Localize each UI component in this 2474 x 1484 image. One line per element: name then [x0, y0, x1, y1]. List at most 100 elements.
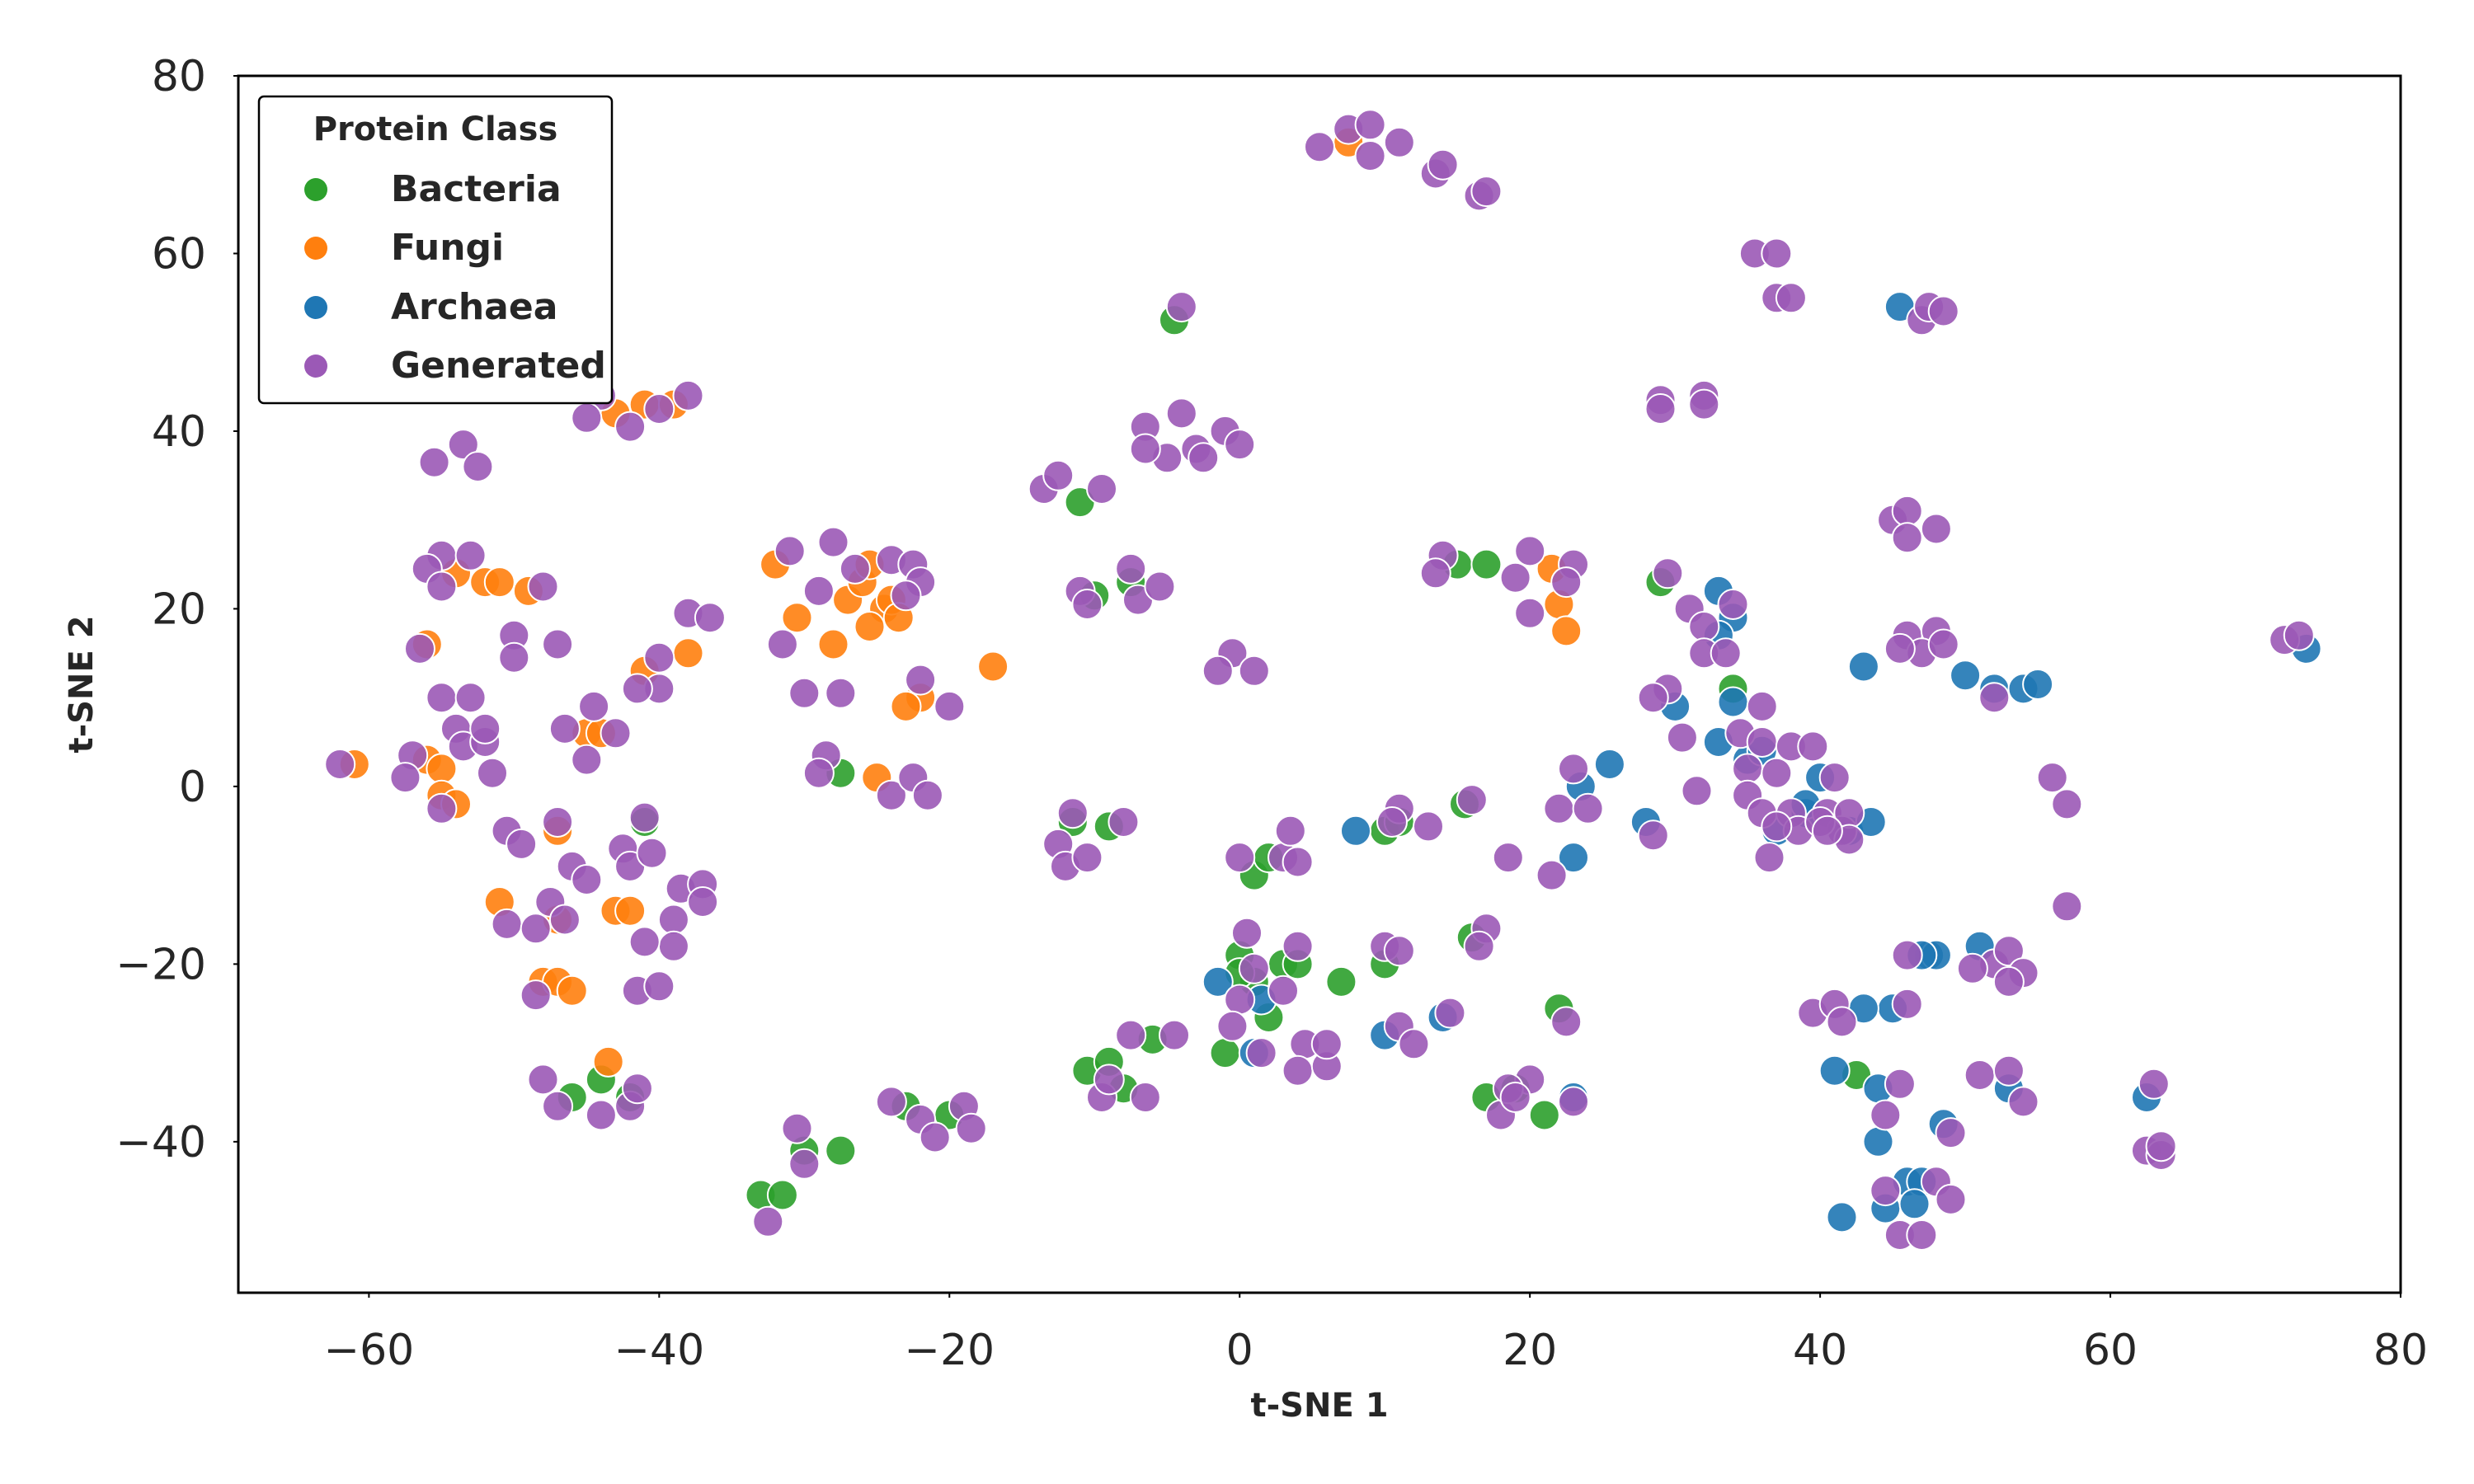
point-generated-130	[1071, 842, 1103, 874]
plot-frame	[237, 74, 2402, 1294]
point-generated-68	[454, 682, 487, 714]
point-bacteria-37	[1528, 1099, 1560, 1131]
point-generated-248	[1935, 1183, 1967, 1215]
point-generated-172	[1514, 597, 1546, 629]
point-generated-4	[1354, 140, 1386, 171]
point-generated-70	[548, 712, 581, 744]
point-generated-139	[1238, 655, 1270, 687]
point-generated-15	[1927, 295, 1959, 327]
point-generated-0	[1304, 131, 1335, 163]
point-generated-232	[1992, 965, 2025, 998]
y-axis-title: t-SNE 2	[63, 615, 101, 753]
point-generated-136	[1093, 1064, 1125, 1096]
point-generated-83	[491, 908, 523, 940]
point-generated-131	[1108, 806, 1140, 838]
legend-marker-fungi	[304, 237, 327, 260]
point-generated-134	[1129, 1082, 1161, 1113]
legend-label-archaea: Archaea	[391, 286, 557, 328]
point-generated-90	[657, 904, 689, 936]
y-tick-label-1: −20	[115, 940, 206, 989]
point-generated-132	[1115, 1019, 1147, 1051]
point-generated-82	[628, 801, 661, 834]
point-generated-234	[1891, 988, 1923, 1020]
point-generated-75	[506, 828, 538, 860]
point-generated-128	[1056, 797, 1089, 829]
point-bacteria-30	[1325, 965, 1357, 998]
point-generated-150	[1245, 1037, 1277, 1069]
point-generated-33	[1071, 589, 1103, 620]
point-generated-20	[1165, 291, 1197, 323]
point-generated-56	[621, 673, 653, 705]
point-generated-121	[875, 1086, 907, 1118]
legend-title: Protein Class	[313, 110, 558, 148]
point-generated-183	[1550, 1006, 1583, 1038]
point-archaea-25	[1340, 815, 1371, 847]
legend-marker-generated	[304, 355, 327, 378]
point-bacteria-7	[825, 1134, 857, 1167]
x-axis-title: t-SNE 1	[1250, 1387, 1388, 1425]
point-fungi-37	[977, 650, 1009, 683]
point-generated-3	[1383, 126, 1415, 158]
point-fungi-2	[426, 753, 458, 785]
point-generated-217	[1891, 522, 1923, 554]
point-generated-31	[1086, 473, 1117, 505]
legend: Protein Class Bacteria Fungi Archaea Gen…	[257, 95, 614, 405]
point-generated-212	[1666, 721, 1698, 754]
point-generated-159	[1413, 810, 1444, 843]
point-generated-89	[687, 886, 719, 918]
point-generated-140	[1224, 842, 1256, 874]
point-fungi-20	[672, 637, 704, 669]
point-generated-169	[1499, 561, 1531, 594]
legend-label-generated: Generated	[391, 345, 606, 387]
point-generated-223	[1884, 632, 1916, 665]
point-generated-224	[1978, 682, 2011, 714]
y-tick-label-3: 20	[152, 585, 206, 634]
point-fungi-34	[890, 690, 922, 722]
point-generated-66	[477, 757, 508, 789]
point-generated-225	[2036, 762, 2068, 794]
point-generated-138	[1202, 655, 1234, 687]
point-archaea-21	[1593, 749, 1625, 780]
point-generated-143	[1282, 846, 1314, 878]
point-fungi-27	[817, 628, 849, 660]
point-generated-123	[919, 1121, 951, 1153]
point-generated-96	[527, 1064, 559, 1096]
point-generated-230	[1992, 935, 2025, 967]
point-bacteria-9	[766, 1179, 798, 1211]
point-generated-69	[324, 749, 356, 780]
point-generated-207	[1761, 810, 1793, 843]
point-generated-164	[1463, 930, 1495, 962]
point-generated-133	[1159, 1019, 1190, 1051]
point-generated-126	[752, 1205, 784, 1237]
y-tick-label-4: 40	[152, 407, 206, 457]
y-tick-label-0: −40	[115, 1118, 206, 1167]
point-generated-60	[389, 762, 421, 794]
point-archaea-42	[1826, 1201, 1858, 1233]
point-generated-115	[802, 757, 835, 789]
point-archaea-19	[2022, 669, 2054, 700]
point-generated-84	[520, 913, 552, 945]
point-generated-72	[600, 717, 632, 749]
y-tick-label-2: 0	[179, 763, 206, 812]
point-generated-158	[1376, 806, 1408, 838]
point-generated-145	[1238, 952, 1270, 984]
point-archaea-39	[1818, 1054, 1851, 1087]
point-generated-193	[1746, 726, 1778, 758]
point-generated-30	[1042, 459, 1075, 491]
point-generated-112	[905, 664, 937, 696]
point-generated-196	[1732, 753, 1764, 785]
point-generated-10	[1761, 237, 1793, 270]
point-generated-118	[911, 779, 943, 811]
point-generated-239	[1884, 1068, 1916, 1100]
point-generated-71	[578, 690, 610, 722]
x-axis-ticks: −60 −40 −20 0 20 40 60 80	[324, 1293, 2428, 1375]
point-generated-42	[447, 429, 479, 461]
point-fungi-35	[854, 611, 886, 642]
point-generated-156	[1383, 935, 1415, 967]
point-generated-154	[1310, 1028, 1343, 1060]
point-generated-41	[672, 379, 704, 411]
point-generated-197	[1761, 757, 1793, 789]
x-tick-label-5: 40	[1793, 1326, 1847, 1375]
point-generated-161	[1398, 1028, 1430, 1060]
